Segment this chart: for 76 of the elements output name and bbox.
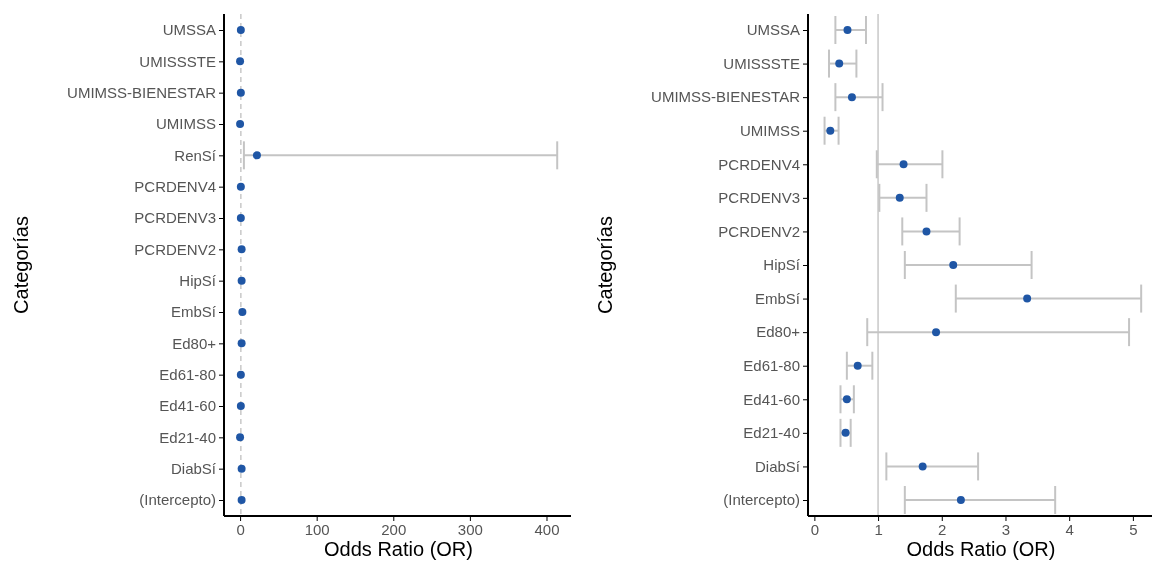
point [835,59,844,68]
y-tick-label: UMIMSS [740,122,800,140]
y-tick-label: HipSí [179,271,217,289]
point [826,126,835,135]
x-axis-title: Odds Ratio (OR) [906,538,1056,560]
y-tick-label: HipSí [763,256,801,274]
y-tick-label: UMSSA [746,21,800,39]
point [853,361,862,370]
y-tick-label: PCRDENV2 [134,240,216,258]
y-tick-label: (Intercepto) [723,491,800,509]
y-axis-title: Categorías [594,216,616,314]
x-tick-label: 5 [1129,520,1138,538]
point [956,496,965,504]
point [918,462,927,471]
point [932,328,941,337]
point [949,261,958,269]
point [1023,294,1032,303]
point [236,26,245,34]
y-tick-label: Ed61-80 [743,357,800,375]
y-tick-label: PCRDENV2 [718,222,800,240]
y-tick-label: UMIMSS-BIENESTAR [67,83,217,101]
point [842,395,851,404]
x-tick-label: 4 [1065,520,1074,538]
y-tick-label: PCRDENV3 [134,209,216,227]
x-tick-label: 2 [938,520,947,538]
x-tick-label: 200 [381,520,407,538]
y-tick-label: Ed61-80 [159,365,216,383]
y-tick-label: Ed21-40 [159,428,216,446]
y-tick-label: UMSSA [162,21,216,39]
y-tick-label: UMIMSS [156,115,216,133]
point [237,496,246,504]
point [237,339,246,348]
y-tick-label: PCRDENV4 [718,155,800,173]
x-tick-label: 3 [1001,520,1011,538]
x-tick-label: 400 [534,520,560,538]
y-tick-label: Ed80+ [756,323,801,341]
point [237,245,246,254]
point [843,26,852,34]
point [236,182,245,191]
y-tick-label: Ed41-60 [743,390,800,408]
point [236,57,245,66]
y-tick-label: EmbSí [754,289,801,307]
y-tick-label: Ed80+ [172,334,217,352]
y-tick-label: PCRDENV3 [718,189,800,207]
y-axis-title: Categorías [10,216,32,314]
point [236,214,245,222]
y-tick-label: RenSí [174,146,217,164]
point [237,464,246,473]
x-tick-label: 0 [810,520,820,538]
y-tick-label: PCRDENV4 [134,177,216,195]
y-tick-label: UMIMSS-BIENESTAR [651,88,801,106]
y-tick-label: (Intercepto) [139,491,216,509]
point [252,151,261,160]
y-tick-label: DiabSí [754,457,801,475]
point [236,433,245,442]
x-tick-label: 0 [236,520,245,538]
point [236,88,245,97]
point [236,402,245,410]
point [236,370,245,379]
point [899,160,908,169]
y-tick-label: EmbSí [170,303,217,321]
y-tick-label: DiabSí [170,459,217,477]
y-tick-label: Ed21-40 [743,424,800,442]
point [237,276,246,285]
point [895,193,904,202]
point [922,227,931,236]
y-tick-label: UMISSSTE [723,54,800,72]
x-tick-label: 300 [457,520,483,538]
y-tick-label: UMISSSTE [139,52,216,70]
y-tick-label: Ed41-60 [159,397,216,415]
x-tick-label: 100 [304,520,330,538]
x-tick-label: 1 [874,520,883,538]
point [238,308,247,316]
point [236,120,245,128]
x-axis-title: Odds Ratio (OR) [324,538,473,560]
point [847,93,856,102]
